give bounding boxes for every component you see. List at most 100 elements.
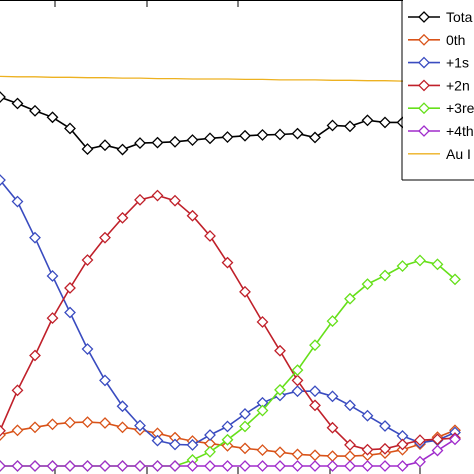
series-line-6 xyxy=(0,75,456,83)
data-point xyxy=(46,270,59,282)
legend-swatch-marker xyxy=(418,102,430,115)
data-point xyxy=(291,374,304,387)
data-point xyxy=(221,420,234,433)
legend-entry-0: Tota xyxy=(408,9,473,25)
data-point xyxy=(239,285,251,298)
data-point xyxy=(169,460,181,472)
data-point xyxy=(309,460,321,472)
data-point xyxy=(0,424,6,437)
data-point xyxy=(29,231,41,244)
data-point xyxy=(64,306,76,319)
data-point xyxy=(116,460,129,472)
legend-label: Tota xyxy=(446,9,473,25)
data-point xyxy=(326,450,339,463)
data-point xyxy=(204,230,216,242)
data-point xyxy=(11,97,24,110)
legend-swatch-marker xyxy=(418,33,430,46)
data-point xyxy=(169,135,181,148)
data-point xyxy=(309,385,321,398)
data-point xyxy=(256,460,269,472)
data-point xyxy=(256,128,269,141)
legend-entry-5: +4th xyxy=(408,123,474,139)
legend-label: +4th xyxy=(446,123,474,139)
data-point xyxy=(309,339,321,352)
data-point xyxy=(239,460,251,472)
data-point xyxy=(309,131,321,144)
data-point xyxy=(256,404,269,417)
data-point xyxy=(204,460,216,472)
data-point xyxy=(449,433,461,446)
data-point xyxy=(239,442,251,455)
legend-entry-2: +1s xyxy=(408,55,469,71)
data-point xyxy=(46,312,59,324)
legend-entry-4: +3re xyxy=(408,100,474,116)
data-point xyxy=(379,116,391,129)
series-5 xyxy=(0,433,461,472)
data-point xyxy=(151,136,164,149)
legend-swatch-marker xyxy=(418,79,430,92)
data-point xyxy=(326,390,339,403)
data-point xyxy=(11,384,24,397)
data-point xyxy=(134,419,146,432)
data-point xyxy=(274,128,286,141)
data-point xyxy=(46,460,59,472)
data-point xyxy=(134,193,146,206)
legend-label: +1s xyxy=(446,55,469,71)
data-point xyxy=(379,460,391,472)
data-point xyxy=(221,256,234,269)
data-point xyxy=(99,139,111,152)
data-point xyxy=(204,132,216,145)
data-point xyxy=(361,409,374,422)
data-point xyxy=(379,442,391,455)
data-point xyxy=(186,209,199,222)
data-point xyxy=(0,460,6,472)
series-0 xyxy=(0,91,461,156)
series-6 xyxy=(0,75,456,83)
data-point xyxy=(344,292,356,305)
data-point xyxy=(344,120,356,133)
data-point xyxy=(414,434,426,447)
data-point xyxy=(221,439,234,452)
data-point xyxy=(344,460,356,472)
legend-label: Au I xyxy=(446,146,471,162)
data-point xyxy=(99,374,111,387)
data-point xyxy=(221,433,234,446)
data-point xyxy=(99,231,111,244)
data-point xyxy=(396,460,409,472)
data-point xyxy=(64,416,76,429)
data-point xyxy=(64,460,76,472)
data-point xyxy=(0,174,6,186)
data-point xyxy=(256,444,269,457)
legend-label: 0th xyxy=(446,32,465,48)
data-point xyxy=(11,195,24,208)
legend: Tota 0th +1s +2n +3re +4th Au I xyxy=(401,0,474,181)
data-point xyxy=(151,434,164,447)
data-point xyxy=(239,129,251,142)
data-point xyxy=(99,460,111,472)
legend-entry-3: +2n xyxy=(408,77,470,93)
data-point xyxy=(116,211,129,224)
data-point xyxy=(116,421,129,434)
data-point xyxy=(29,460,41,472)
data-point xyxy=(379,420,391,432)
data-point xyxy=(151,189,164,202)
data-point xyxy=(186,134,199,146)
data-point xyxy=(291,127,304,140)
data-point xyxy=(46,418,59,431)
data-point xyxy=(414,254,426,267)
data-point xyxy=(99,417,111,429)
data-point xyxy=(361,114,374,127)
data-point xyxy=(274,460,286,472)
legend-swatch-marker xyxy=(418,125,430,137)
legend-label: +3re xyxy=(446,100,474,116)
data-point xyxy=(239,408,251,420)
legend-entry-1: 0th xyxy=(408,32,465,48)
data-point xyxy=(29,421,41,434)
data-point xyxy=(291,460,304,472)
legend-entry-6: Au I xyxy=(408,146,471,162)
data-point xyxy=(256,316,269,328)
data-point xyxy=(81,254,94,266)
data-point xyxy=(169,194,181,207)
data-point xyxy=(291,385,304,398)
